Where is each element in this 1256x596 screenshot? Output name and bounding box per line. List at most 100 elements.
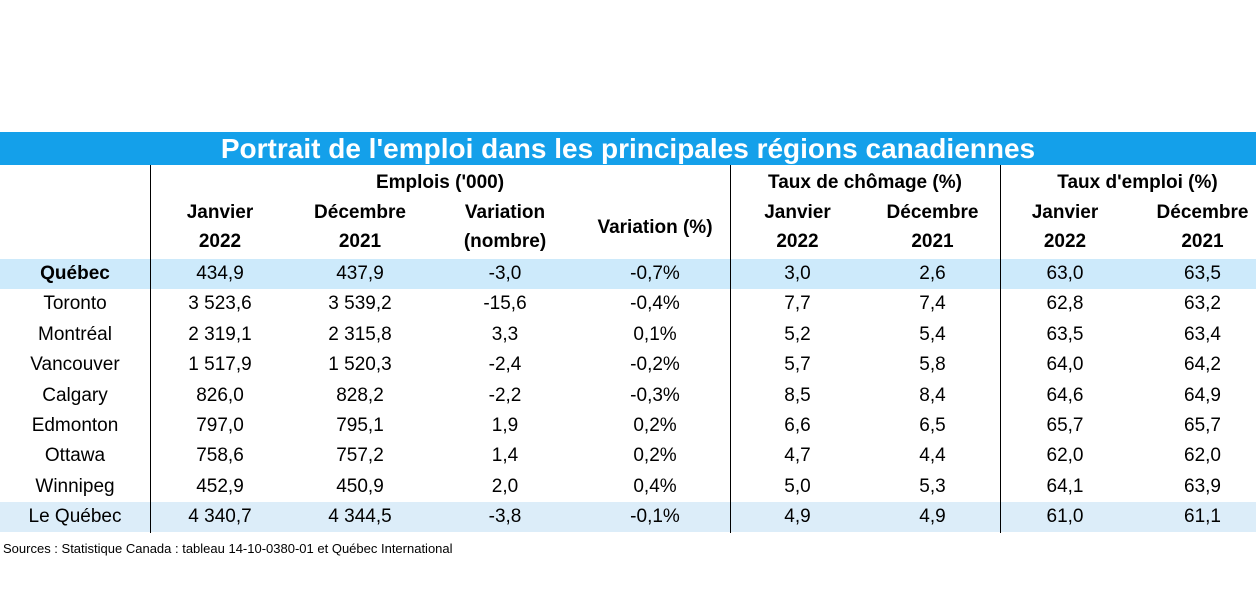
divider [730, 165, 731, 533]
table-cell: 5,2 [784, 323, 811, 345]
table-cell: 63,0 [1046, 263, 1084, 284]
table-cell: -15,6 [483, 293, 527, 315]
table-cell: 3,3 [491, 323, 519, 345]
table-cell: 4 340,7 [188, 506, 252, 528]
table-cell: 434,9 [196, 263, 244, 284]
table-cell: 8,4 [919, 384, 946, 406]
column-header: 2021 [911, 231, 954, 252]
table-cell: 63,2 [1184, 293, 1221, 315]
group-header: Taux d'emploi (%) [1057, 172, 1218, 193]
table-cell: 4,9 [919, 506, 946, 528]
column-header: 2021 [1181, 231, 1224, 252]
table-cell: 64,9 [1184, 384, 1221, 406]
table-cell: 5,4 [919, 323, 946, 345]
highlight-row [0, 259, 1256, 289]
table-cell: 5,0 [784, 475, 811, 497]
table-cell: 826,0 [196, 384, 244, 406]
table-cell: -2,4 [488, 354, 522, 376]
table-cell: 7,4 [919, 293, 946, 315]
table-cell: 3,0 [784, 263, 811, 284]
table-cell: 62,8 [1046, 293, 1084, 315]
column-header: Décembre [1156, 202, 1249, 223]
region-name: Montréal [38, 323, 112, 345]
table-cell: 63,9 [1184, 475, 1221, 497]
group-header: Taux de chômage (%) [768, 172, 962, 193]
table-cell: 437,9 [336, 263, 384, 284]
table-cell: 0,4% [633, 475, 677, 497]
region-name: Toronto [43, 293, 107, 315]
table-cell: 3 539,2 [328, 293, 392, 315]
region-name: Québec [40, 263, 110, 284]
table-cell: 1,9 [491, 415, 519, 436]
region-name: Edmonton [31, 415, 119, 436]
column-header: Décembre [886, 202, 979, 223]
table-cell: 0,2% [633, 415, 677, 436]
table-cell: 4,4 [919, 445, 946, 467]
column-header: Janvier [1031, 202, 1099, 223]
table-cell: 2,6 [919, 263, 946, 284]
table-cell: 64,6 [1046, 384, 1084, 406]
table-cell: -0,2% [630, 354, 680, 376]
table-cell: 62,0 [1046, 445, 1084, 467]
table-cell: 5,8 [919, 354, 946, 376]
table-cell: -0,4% [630, 293, 680, 315]
table-cell: -2,2 [488, 384, 522, 406]
region-name: Vancouver [30, 354, 120, 376]
column-header: Janvier [764, 202, 831, 223]
table-cell: 757,2 [336, 445, 384, 467]
column-header: (nombre) [463, 231, 547, 252]
column-header: 2022 [776, 231, 819, 252]
table-cell: 6,5 [919, 415, 946, 436]
divider [150, 165, 151, 533]
table-cell: 4,7 [784, 445, 811, 467]
table-title: Portrait de l'emploi dans les principale… [0, 132, 1256, 165]
table-cell: 64,2 [1184, 354, 1221, 376]
table-cell: 63,5 [1184, 263, 1221, 284]
table-cell: 5,7 [784, 354, 811, 376]
table-cell: 5,3 [919, 475, 946, 497]
table-cell: 8,5 [784, 384, 811, 406]
table-cell: 3 523,6 [188, 293, 252, 315]
column-header: Variation [464, 202, 546, 223]
table-cell: -0,3% [630, 384, 680, 406]
table-cell: 4,9 [784, 506, 811, 528]
table-cell: 795,1 [336, 415, 384, 436]
table-cell: 2 315,8 [328, 323, 392, 345]
divider [1000, 165, 1001, 533]
column-header: Janvier [186, 202, 254, 223]
table-cell: 64,1 [1046, 475, 1084, 497]
table-cell: 828,2 [336, 384, 384, 406]
table-cell: 4 344,5 [328, 506, 392, 528]
group-header: Emplois ('000) [375, 172, 505, 193]
table-cell: 450,9 [336, 475, 384, 497]
source-note: Sources : Statistique Canada : tableau 1… [3, 541, 453, 556]
table-cell: 64,0 [1046, 354, 1084, 376]
region-name: Ottawa [44, 445, 106, 467]
table-cell: 61,0 [1046, 506, 1084, 528]
region-name: Calgary [42, 384, 108, 406]
table-cell: 7,7 [784, 293, 811, 315]
table-cell: 1 520,3 [328, 354, 392, 376]
region-name: Le Québec [28, 506, 122, 528]
table-cell: 2,0 [491, 475, 519, 497]
table-cell: 0,1% [633, 323, 677, 345]
table-cell: 65,7 [1046, 415, 1084, 436]
table-cell: 797,0 [196, 415, 244, 436]
table-cell: 65,7 [1184, 415, 1221, 436]
highlight-row [0, 502, 1256, 532]
table-cell: 63,5 [1046, 323, 1084, 345]
table-cell: 1,4 [491, 445, 519, 467]
table-cell: -3,0 [488, 263, 522, 284]
table-cell: 452,9 [196, 475, 244, 497]
table-cell: 6,6 [784, 415, 811, 436]
table-cell: 61,1 [1184, 506, 1221, 528]
column-header: 2022 [198, 231, 242, 252]
region-name: Winnipeg [35, 475, 115, 497]
table-cell: 1 517,9 [188, 354, 252, 376]
table-cell: 63,4 [1184, 323, 1221, 345]
column-header: 2022 [1043, 231, 1087, 252]
table-cell: -3,8 [488, 506, 522, 528]
column-header: Décembre [314, 202, 406, 223]
column-header: Variation (%) [597, 217, 713, 238]
